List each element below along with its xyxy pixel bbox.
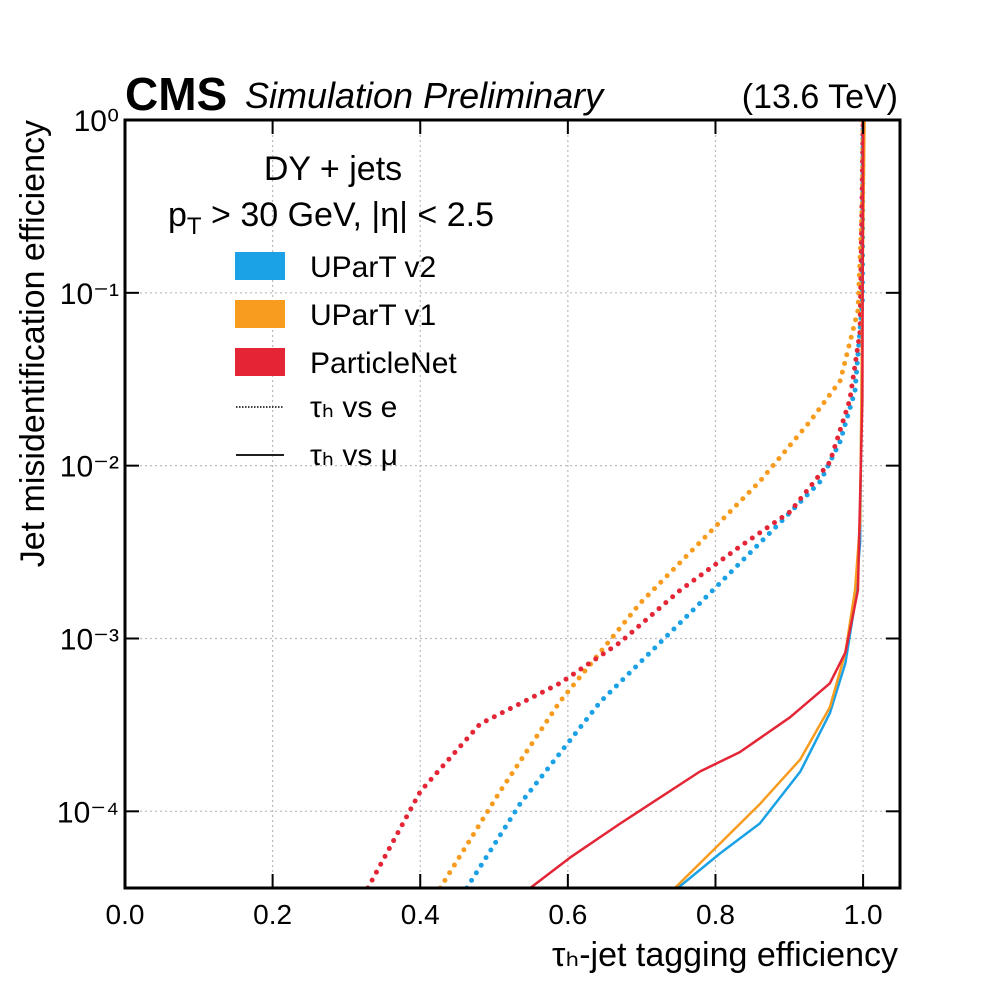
y-tick-label: 10⁻³ xyxy=(60,623,119,656)
x-tick-label: 0.6 xyxy=(548,899,587,930)
legend: UParT v2 UParT v1 ParticleNet τₕ vs e τₕ vs … xyxy=(235,251,457,472)
legend-swatch xyxy=(235,300,285,328)
x-axis-label: τₕ-jet tagging efficiency xyxy=(552,936,898,974)
y-tick-label: 10⁻² xyxy=(60,451,119,484)
legend-label: τₕ vs μ xyxy=(310,439,398,472)
legend-label: UParT v1 xyxy=(310,299,436,332)
y-axis-label: Jet misidentification efficiency xyxy=(14,120,52,567)
cut-subscript: T xyxy=(187,213,202,240)
curves xyxy=(365,120,866,888)
curve xyxy=(674,120,866,888)
y-tick-label: 10⁻¹ xyxy=(60,278,119,311)
curve xyxy=(365,120,866,888)
curve xyxy=(529,120,865,888)
cut-text: > 30 GeV, |η| < 2.5 xyxy=(202,196,494,234)
experiment: CMS xyxy=(125,68,227,120)
legend-swatch xyxy=(235,252,285,280)
x-tick-label: 0.4 xyxy=(401,899,440,930)
legend-swatch xyxy=(235,348,285,376)
legend-label: UParT v2 xyxy=(310,251,436,284)
cut-annotation: pT > 30 GeV, |η| < 2.5 xyxy=(168,196,494,240)
curve xyxy=(437,120,866,888)
curve xyxy=(464,120,866,888)
x-tick-label: 0.8 xyxy=(696,899,735,930)
legend-label: τₕ vs e xyxy=(310,391,397,424)
curve xyxy=(677,120,865,888)
x-tick-label: 1.0 xyxy=(844,899,883,930)
cut-symbol: p xyxy=(168,196,187,234)
annotation: DY + jets xyxy=(264,150,402,188)
status: Simulation Preliminary xyxy=(245,75,605,116)
energy: (13.6 TeV) xyxy=(742,78,898,116)
x-tick-label: 0.0 xyxy=(106,899,145,930)
ticks: 0.0 0.2 0.4 0.6 0.8 1.0 10⁻⁴ 10⁻³ 10⁻² 10⁻¹ 10⁰ xyxy=(57,105,900,930)
plot-frame xyxy=(123,118,902,890)
x-tick-label: 0.2 xyxy=(253,899,292,930)
legend-label: ParticleNet xyxy=(310,347,457,380)
y-tick-label: 10⁰ xyxy=(74,105,119,138)
y-tick-label: 10⁻⁴ xyxy=(57,796,119,829)
